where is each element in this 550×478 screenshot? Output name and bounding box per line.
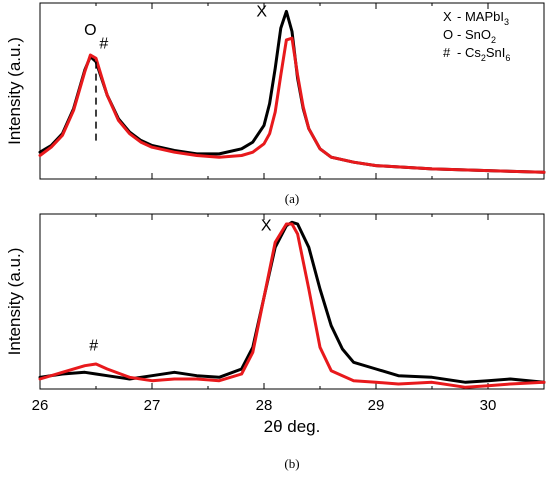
panel-b: 26 27 28 29 30 #X Intensity (a.u.) 2θ deg. (… bbox=[5, 213, 546, 471]
panel-a-legend: X - MAPbI3 O - SnO2 # - Cs2SnI6 bbox=[443, 9, 510, 63]
legend-entry: X - MAPbI3 bbox=[443, 9, 509, 27]
legend-label: - MAPbI3 bbox=[457, 9, 509, 27]
panel-b-y-axis-label: Intensity (a.u.) bbox=[5, 248, 24, 356]
x-tick-label: 26 bbox=[32, 397, 49, 414]
peak-annotation: O bbox=[84, 22, 96, 39]
legend-marker: # bbox=[443, 45, 451, 60]
legend-entry: O - SnO2 bbox=[443, 27, 496, 45]
panel-a-x-ticks bbox=[39, 3, 545, 179]
panel-b-x-ticks: 26 27 28 29 30 bbox=[32, 214, 545, 414]
legend-label: - Cs2SnI6 bbox=[457, 45, 510, 63]
panel-b-x-axis-label: 2θ deg. bbox=[264, 417, 321, 436]
peak-annotation: X bbox=[261, 218, 272, 235]
panel-a-annotations: O# X bbox=[84, 3, 267, 52]
x-tick-label: 27 bbox=[144, 397, 161, 414]
series-line-red bbox=[38, 36, 546, 174]
peak-annotation: # bbox=[99, 35, 108, 52]
legend-marker: X bbox=[443, 9, 452, 24]
panel-b-caption: (b) bbox=[284, 456, 299, 471]
panel-a-series bbox=[38, 9, 546, 174]
panel-b-frame bbox=[39, 213, 545, 390]
peak-annotation: # bbox=[89, 338, 98, 355]
legend-entry: # - Cs2SnI6 bbox=[443, 45, 510, 63]
panel-b-series bbox=[38, 220, 546, 389]
series-line-black bbox=[38, 220, 546, 384]
series-line-red bbox=[38, 222, 546, 389]
panel-a-frame bbox=[39, 2, 545, 180]
panel-a-caption: (a) bbox=[285, 191, 299, 206]
legend-label: - SnO2 bbox=[457, 27, 496, 45]
legend-marker: O bbox=[443, 27, 453, 42]
panel-b-annotations: #X bbox=[89, 218, 272, 355]
peak-annotation: X bbox=[256, 3, 267, 20]
x-tick-label: 29 bbox=[368, 397, 385, 414]
x-tick-label: 28 bbox=[256, 397, 273, 414]
panel-a-y-axis-label: Intensity (a.u.) bbox=[5, 37, 24, 145]
x-tick-label: 30 bbox=[480, 397, 497, 414]
